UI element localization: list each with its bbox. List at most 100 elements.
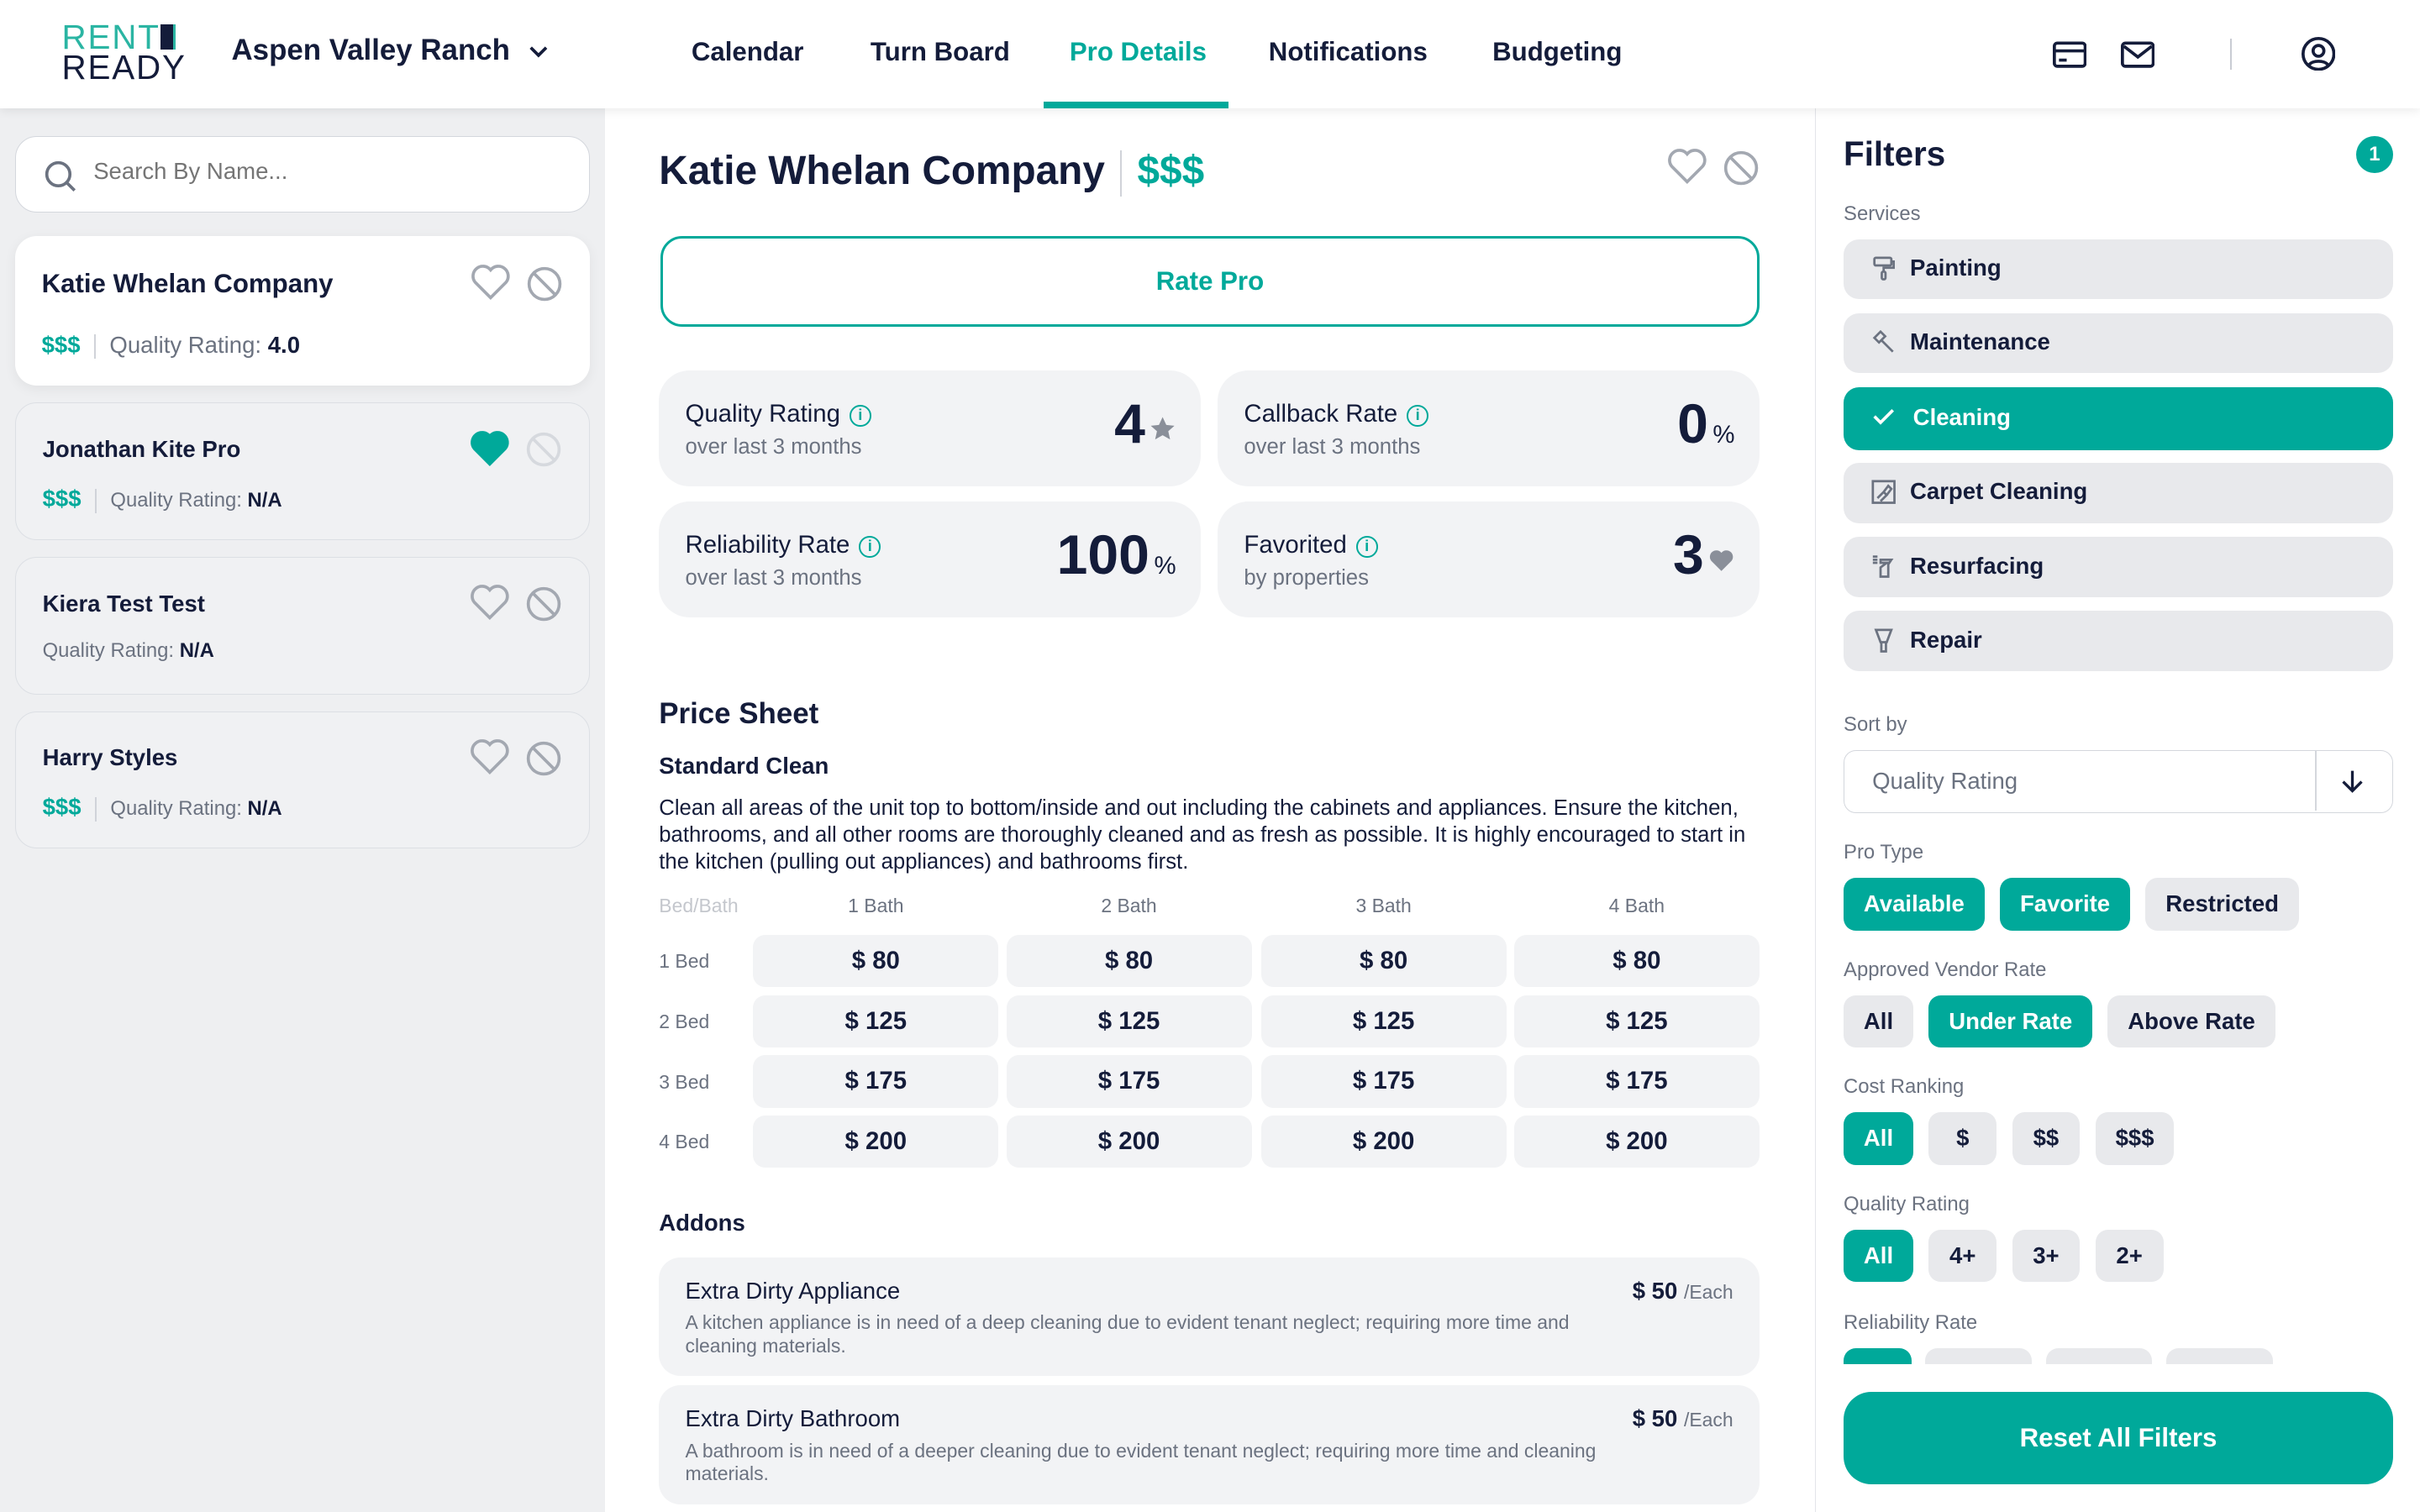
service-label: Resurfacing xyxy=(1910,552,2044,579)
nav-pro-details[interactable]: Pro Details xyxy=(1069,37,1207,67)
addon-item: Extra Dirty Bathroom A bathroom is in nee… xyxy=(659,1385,1760,1504)
favorite-heart-icon[interactable] xyxy=(470,584,510,621)
price-cell: $ 80 xyxy=(1513,935,1760,988)
check-icon xyxy=(1871,404,1896,428)
pro-name: Jonathan Kite Pro xyxy=(42,435,241,462)
filter-chip[interactable]: 4+ xyxy=(1928,1229,1997,1283)
arrow-down-icon[interactable] xyxy=(2338,768,2366,795)
filter-count-badge: 1 xyxy=(2355,135,2393,173)
sort-select[interactable]: Quality Rating xyxy=(1844,749,2393,813)
service-name: Standard Clean xyxy=(659,753,829,780)
property-selector[interactable]: Aspen Valley Ranch xyxy=(232,34,550,67)
service-description: Clean all areas of the unit top to botto… xyxy=(659,795,1746,874)
percent-unit: % xyxy=(1154,551,1176,580)
stat-label: Favorited xyxy=(1244,530,1347,559)
spray-bottle-icon xyxy=(1871,554,1896,579)
filter-chip[interactable]: $$$ xyxy=(2095,1112,2175,1165)
nav-notifications[interactable]: Notifications xyxy=(1268,37,1428,67)
pro-card[interactable]: Kiera Test Test Quality Rating: N/A xyxy=(15,557,590,695)
restrict-icon[interactable] xyxy=(526,265,563,302)
filter-chip[interactable]: Available xyxy=(1844,878,1985,931)
cost-ranking: $$$ xyxy=(42,485,82,512)
service-filter-resurfacing[interactable]: Resurfacing xyxy=(1844,537,2393,597)
service-filter-cleaning[interactable]: Cleaning xyxy=(1844,387,2393,451)
restrict-icon[interactable] xyxy=(525,740,562,777)
favorite-heart-icon[interactable] xyxy=(470,430,510,467)
service-filter-maintenance[interactable]: Maintenance xyxy=(1844,312,2393,374)
favorite-heart-icon[interactable] xyxy=(1667,148,1707,185)
credit-card-icon[interactable] xyxy=(2052,37,2087,71)
rent-ready-logo[interactable]: RENT READY xyxy=(61,17,187,87)
chevron-down-icon xyxy=(529,46,548,58)
info-icon[interactable]: i xyxy=(850,404,871,427)
filter-chip[interactable]: Favorite xyxy=(2000,878,2131,931)
stat-subtitle: by properties xyxy=(1244,566,1369,591)
vendor-rate-label: Approved Vendor Rate xyxy=(1844,958,2047,981)
pro-list-panel: Katie Whelan Company $$$Quality Rating: 4… xyxy=(0,108,605,1512)
filter-chip[interactable]: Under Rate xyxy=(1928,995,2093,1048)
row-label: 4 Bed xyxy=(659,1131,710,1153)
pro-card[interactable]: Harry Styles $$$ Quality Rating: N/A xyxy=(15,711,590,849)
search-input[interactable] xyxy=(93,158,557,186)
service-filter-repair[interactable]: Repair xyxy=(1844,611,2393,671)
stat-value: 4 xyxy=(1114,392,1145,455)
row-label: 3 Bed xyxy=(659,1070,710,1093)
nav-calendar[interactable]: Calendar xyxy=(691,37,804,67)
info-icon[interactable]: i xyxy=(1355,535,1378,558)
quality-rating-value: N/A xyxy=(247,797,282,821)
column-header: 2 Bath xyxy=(1101,895,1157,917)
pro-name: Katie Whelan Company xyxy=(41,268,334,298)
carpet-icon xyxy=(1871,480,1896,505)
price-cell: $ 175 xyxy=(1006,1055,1252,1108)
search-box[interactable] xyxy=(15,135,590,213)
filter-chip[interactable]: 3+ xyxy=(2012,1229,2081,1283)
stat-card: Quality Rating i over last 3 months 4 xyxy=(659,370,1201,486)
reset-filters-button[interactable]: Reset All Filters xyxy=(1844,1391,2393,1484)
rate-pro-button[interactable]: Rate Pro xyxy=(660,236,1760,328)
quality-rating-label: Quality Rating xyxy=(1844,1192,1970,1215)
favorite-heart-icon[interactable] xyxy=(471,264,511,301)
filter-chip[interactable]: Above Rate xyxy=(2107,995,2275,1048)
filter-chip[interactable]: $$ xyxy=(2012,1112,2081,1165)
addon-description: A kitchen appliance is in need of a deep… xyxy=(685,1311,1570,1357)
price-cell: $ 80 xyxy=(753,935,999,988)
filter-chip[interactable]: $ xyxy=(1928,1112,1997,1165)
stat-value: 0 xyxy=(1677,392,1708,455)
filter-chip[interactable]: Restricted xyxy=(2145,878,2299,931)
pro-card[interactable]: Jonathan Kite Pro $$$ Quality Rating: N/A xyxy=(15,402,590,540)
pro-details: Katie Whelan Company $$$ Rate Pro Quality… xyxy=(604,108,1815,1512)
restrict-icon[interactable] xyxy=(525,585,562,622)
restrict-icon[interactable] xyxy=(525,431,562,468)
filter-chip[interactable]: All xyxy=(1844,1112,1913,1165)
user-circle-icon[interactable] xyxy=(2301,37,2335,71)
nav-budgeting[interactable]: Budgeting xyxy=(1492,37,1623,67)
filter-chip[interactable]: All xyxy=(1844,995,1913,1048)
top-nav: RENT READY Aspen Valley Ranch Calendar T… xyxy=(0,0,2420,108)
service-filter-painting[interactable]: Painting xyxy=(1844,239,2393,300)
filter-chip[interactable]: 2+ xyxy=(2095,1229,2164,1283)
pro-meta: $$$ Quality Rating: N/A xyxy=(42,485,282,514)
filters-title: Filters xyxy=(1844,134,1946,173)
filter-chip[interactable]: All xyxy=(1844,1229,1913,1283)
stat-card: Favorited i by properties 3 xyxy=(1218,501,1760,617)
mail-icon[interactable] xyxy=(2120,37,2155,71)
restrict-icon[interactable] xyxy=(1723,150,1760,186)
info-icon[interactable]: i xyxy=(859,535,881,558)
price-cell: $ 175 xyxy=(1513,1055,1760,1108)
services-label: Services xyxy=(1844,202,1921,225)
pro-name: Kiera Test Test xyxy=(42,590,205,617)
addon-price: $ 50 /Each xyxy=(1632,1277,1733,1304)
info-icon[interactable]: i xyxy=(1407,404,1428,427)
stat-subtitle: over last 3 months xyxy=(1244,434,1421,459)
price-cell: $ 175 xyxy=(753,1055,999,1108)
pro-card[interactable]: Katie Whelan Company $$$ Quality Rating: 4… xyxy=(15,236,590,386)
service-filter-carpet-cleaning[interactable]: Carpet Cleaning xyxy=(1844,463,2393,523)
nav-turn-board[interactable]: Turn Board xyxy=(870,37,1010,67)
favorite-heart-icon[interactable] xyxy=(470,738,510,775)
price-cell: $ 125 xyxy=(1513,995,1760,1048)
pro-type-label: Pro Type xyxy=(1844,841,1924,864)
active-tab-indicator xyxy=(1043,102,1229,108)
quality-rating-value: N/A xyxy=(179,639,214,663)
vendor-rate-chips: All Under Rate Above Rate xyxy=(1844,995,2275,1048)
scraper-icon xyxy=(1871,627,1896,653)
